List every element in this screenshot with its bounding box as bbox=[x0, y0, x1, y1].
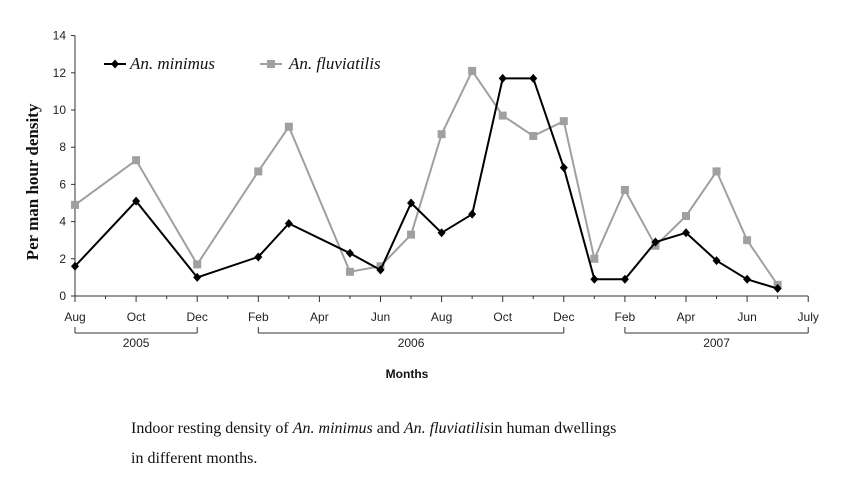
y-tick-label: 6 bbox=[59, 177, 66, 191]
data-point bbox=[498, 73, 507, 83]
data-point bbox=[682, 212, 690, 221]
data-point bbox=[407, 198, 416, 208]
data-point bbox=[71, 200, 79, 209]
legend-marker bbox=[267, 60, 275, 68]
data-point bbox=[743, 274, 752, 284]
data-point bbox=[743, 236, 752, 245]
data-point bbox=[345, 267, 354, 276]
x-tick-label: Oct bbox=[493, 310, 512, 324]
data-point bbox=[712, 256, 721, 266]
figure-caption: Indoor resting density of An. minimus an… bbox=[131, 414, 831, 474]
series-an-fluviatilis bbox=[71, 66, 782, 289]
x-tick-label: Apr bbox=[310, 310, 329, 324]
year-bracket: 2007 bbox=[624, 327, 809, 350]
legend-label: An. fluviatilis bbox=[288, 54, 381, 73]
data-point bbox=[468, 209, 477, 219]
caption-species-2: An. fluviatilis bbox=[403, 420, 491, 437]
y-tick-label: 10 bbox=[53, 103, 67, 117]
x-tick-label: Dec bbox=[187, 310, 208, 324]
data-point bbox=[284, 218, 293, 228]
data-point bbox=[682, 228, 690, 238]
caption-species-1: An. minimus bbox=[292, 420, 373, 437]
data-point bbox=[254, 252, 263, 262]
data-point bbox=[254, 167, 263, 176]
data-point bbox=[132, 196, 141, 206]
legend-item: An. fluviatilis bbox=[260, 54, 381, 73]
data-point bbox=[498, 111, 507, 120]
chart-legend: An. minimus An. fluviatilis bbox=[104, 54, 381, 73]
data-point bbox=[712, 167, 721, 176]
series-line bbox=[74, 77, 778, 290]
data-point bbox=[559, 117, 568, 126]
y-tick-label: 0 bbox=[59, 289, 66, 303]
series-line bbox=[74, 69, 779, 286]
data-point bbox=[284, 122, 293, 131]
data-point bbox=[773, 284, 782, 294]
x-axis-label: Months bbox=[386, 367, 429, 381]
data-point bbox=[437, 130, 446, 139]
legend-marker bbox=[111, 59, 119, 69]
legend-label: An. minimus bbox=[129, 54, 215, 73]
year-label: 2007 bbox=[703, 336, 730, 350]
x-tick-label: Apr bbox=[677, 310, 696, 324]
data-point bbox=[559, 163, 568, 173]
year-label: 2006 bbox=[398, 336, 425, 350]
chart-axes: 0 2 4 6 8 10 12 14 Aug Oct Dec Feb Apr Jun Aug Oct Dec Fe… bbox=[53, 29, 819, 350]
caption-text-2: and bbox=[372, 420, 404, 437]
data-point bbox=[620, 274, 629, 284]
caption-text-1: Indoor resting density of bbox=[131, 420, 293, 437]
year-bracket: 2006 bbox=[257, 327, 565, 350]
y-tick-label: 14 bbox=[53, 29, 67, 43]
year-label: 2005 bbox=[123, 336, 150, 350]
data-point bbox=[590, 274, 599, 284]
year-bracket: 2005 bbox=[74, 327, 198, 350]
y-tick-label: 2 bbox=[59, 252, 66, 266]
x-tick-label: Oct bbox=[127, 310, 146, 324]
x-tick-label: July bbox=[798, 310, 819, 324]
caption-text-3: in human dwellings bbox=[490, 420, 617, 437]
x-tick-label: Feb bbox=[248, 310, 269, 324]
data-point bbox=[345, 248, 354, 258]
x-tick-label: Jun bbox=[371, 310, 390, 324]
y-tick-label: 8 bbox=[59, 140, 66, 154]
legend-item: An. minimus bbox=[104, 54, 215, 73]
x-tick-label: Feb bbox=[615, 310, 636, 324]
y-tick-label: 12 bbox=[53, 66, 67, 80]
series-an-minimus bbox=[71, 73, 782, 294]
data-point bbox=[193, 272, 202, 282]
data-point bbox=[468, 66, 477, 75]
line-chart: 0 2 4 6 8 10 12 14 Aug Oct Dec Feb Apr Jun Aug Oct Dec Fe… bbox=[23, 29, 819, 381]
data-point bbox=[437, 228, 446, 238]
data-point bbox=[376, 265, 385, 275]
y-axis-label: Per man hour density bbox=[23, 103, 42, 260]
data-point bbox=[620, 185, 629, 194]
x-tick-label: Dec bbox=[553, 310, 574, 324]
data-point bbox=[651, 237, 660, 247]
x-tick-label: Aug bbox=[64, 310, 85, 324]
data-point bbox=[132, 156, 141, 165]
data-point bbox=[71, 261, 79, 271]
x-tick-label: Aug bbox=[431, 310, 452, 324]
data-point bbox=[590, 254, 599, 263]
data-point bbox=[407, 230, 416, 239]
data-point bbox=[193, 260, 202, 269]
data-point bbox=[529, 73, 538, 83]
y-tick-label: 4 bbox=[59, 215, 66, 229]
x-tick-label: Jun bbox=[737, 310, 756, 324]
caption-text-4: in different months. bbox=[131, 450, 258, 467]
data-point bbox=[529, 132, 538, 141]
